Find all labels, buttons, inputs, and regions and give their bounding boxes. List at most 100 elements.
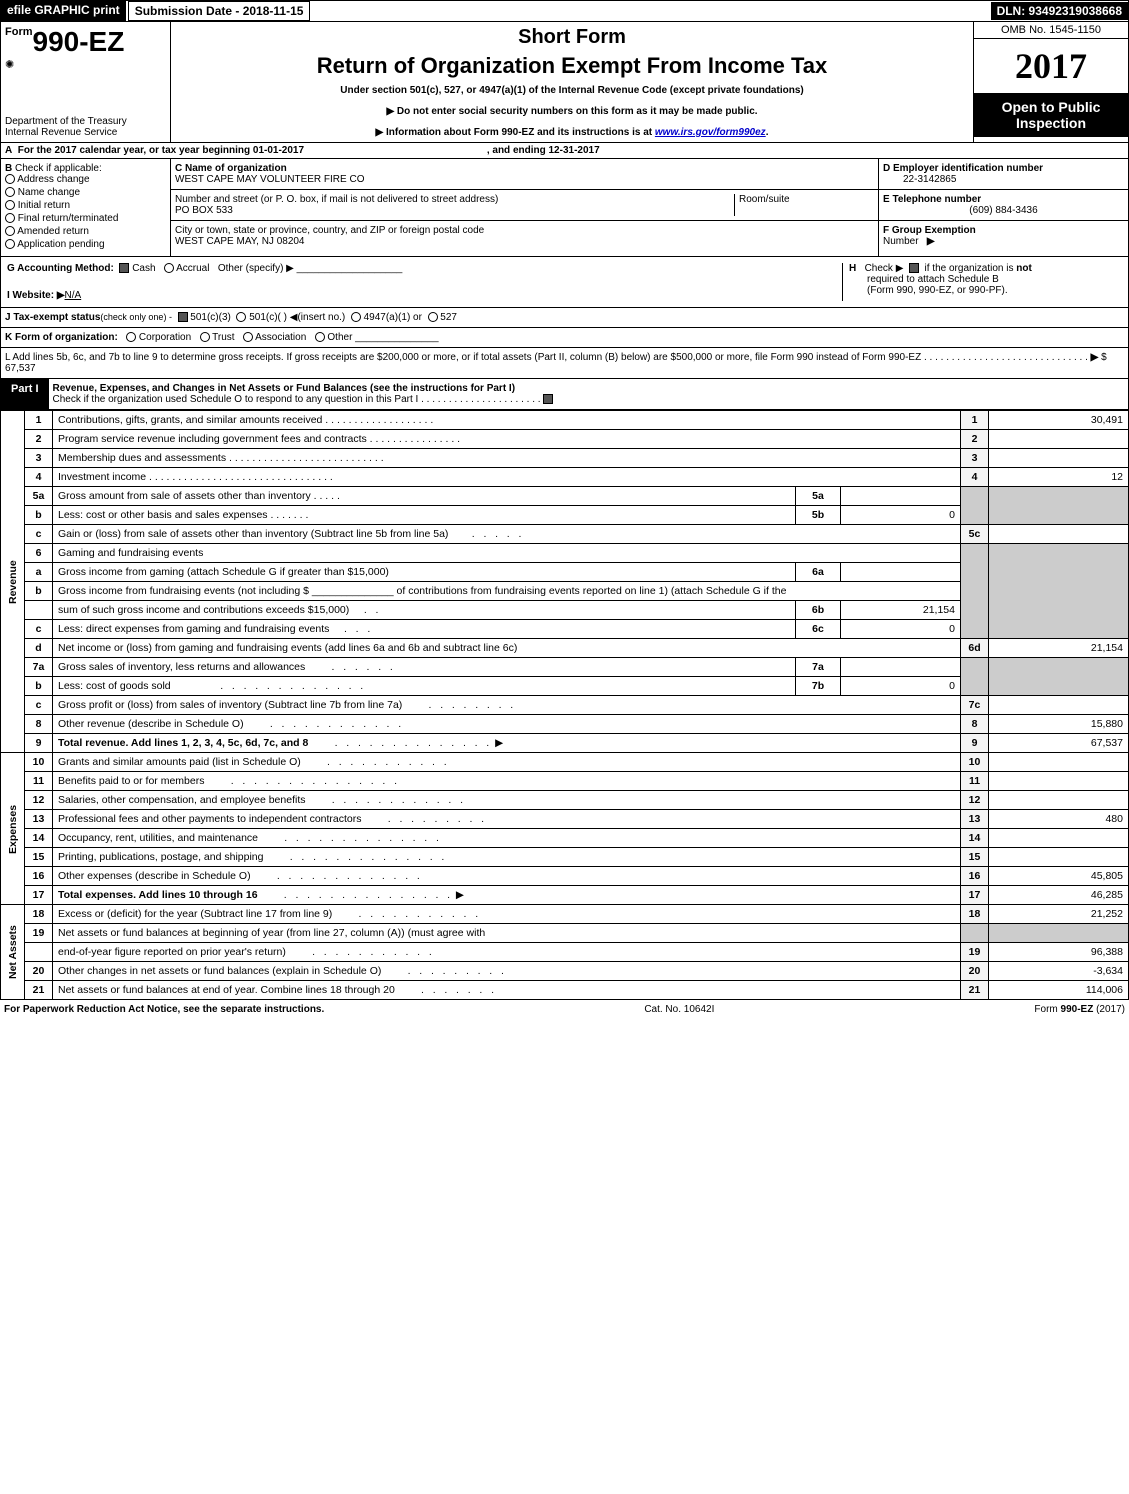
line-3: 3 Membership dues and assessments . . . …: [1, 449, 1129, 468]
f-label: F Group Exemption: [883, 225, 976, 236]
line-5a: 5a Gross amount from sale of assets othe…: [1, 487, 1129, 506]
line-6: 6 Gaming and fundraising events: [1, 544, 1129, 563]
part1-title-text: Revenue, Expenses, and Changes in Net As…: [53, 383, 516, 394]
dept-line1: Department of the Treasury: [5, 116, 166, 127]
sidebar-revenue: Revenue: [1, 411, 25, 753]
instruction-ssn: ▶ Do not enter social security numbers o…: [175, 106, 969, 117]
line-5b: b Less: cost or other basis and sales ex…: [1, 506, 1129, 525]
title-column: Short Form Return of Organization Exempt…: [171, 22, 973, 142]
i-val: N/A: [65, 290, 82, 301]
f-label2: Number: [883, 236, 919, 247]
addr-label: Number and street (or P. O. box, if mail…: [175, 194, 498, 205]
radio-icon[interactable]: [5, 200, 15, 210]
radio-icon[interactable]: [5, 187, 15, 197]
b-label: B: [5, 163, 12, 174]
irs-seal-icon: ✺: [5, 58, 166, 71]
radio-other[interactable]: [315, 332, 325, 342]
grey-box: [989, 544, 1129, 639]
radio-icon[interactable]: [5, 226, 15, 236]
line-10: Expenses 10 Grants and similar amounts p…: [1, 753, 1129, 772]
footer-left: For Paperwork Reduction Act Notice, see …: [4, 1004, 324, 1015]
h-text2: if the organization is: [925, 263, 1014, 274]
line-8: 8 Other revenue (describe in Schedule O)…: [1, 715, 1129, 734]
l-arrow: ▶: [1091, 352, 1099, 363]
form-number: Form990-EZ: [5, 26, 166, 58]
line-16: 16 Other expenses (describe in Schedule …: [1, 867, 1129, 886]
cb-501c3[interactable]: [178, 312, 188, 322]
h-text4: (Form 990, 990-EZ, or 990-PF).: [867, 285, 1008, 296]
checkbox-schedule-o[interactable]: [543, 394, 553, 404]
radio-accrual[interactable]: [164, 263, 174, 273]
grey-box: [961, 924, 989, 943]
radio-icon[interactable]: [5, 239, 15, 249]
row-d-ein: D Employer identification number 22-3142…: [879, 159, 1128, 190]
radio-corp[interactable]: [126, 332, 136, 342]
line-13: 13 Professional fees and other payments …: [1, 810, 1129, 829]
opt-amended-return[interactable]: Amended return: [5, 226, 166, 237]
line-6c: c Less: direct expenses from gaming and …: [1, 620, 1129, 639]
radio-icon[interactable]: [5, 174, 15, 184]
addr-val: PO BOX 533: [175, 205, 233, 216]
opt-address-change[interactable]: Address change: [5, 174, 166, 185]
row-e-phone: E Telephone number (609) 884-3436: [879, 190, 1128, 221]
row-c-name: C Name of organization WEST CAPE MAY VOL…: [171, 159, 878, 190]
line-14: 14 Occupancy, rent, utilities, and maint…: [1, 829, 1129, 848]
footer-right: Form 990-EZ (2017): [1034, 1004, 1125, 1015]
line-6a: a Gross income from gaming (attach Sched…: [1, 563, 1129, 582]
page-footer: For Paperwork Reduction Act Notice, see …: [0, 1000, 1129, 1019]
radio-assoc[interactable]: [243, 332, 253, 342]
row-j: J Tax-exempt status(check only one) - 50…: [0, 308, 1129, 328]
radio-trust[interactable]: [200, 332, 210, 342]
d-val: 22-3142865: [903, 174, 956, 185]
radio-527[interactable]: [428, 312, 438, 322]
form-prefix: Form: [5, 26, 33, 38]
opt-name-change[interactable]: Name change: [5, 187, 166, 198]
line-5c: c Gain or (loss) from sale of assets oth…: [1, 525, 1129, 544]
line-20: 20 Other changes in net assets or fund b…: [1, 962, 1129, 981]
instr2-link[interactable]: www.irs.gov/form990ez: [655, 127, 766, 138]
e-label: E Telephone number: [883, 194, 981, 205]
under-section: Under section 501(c), 527, or 4947(a)(1)…: [175, 85, 969, 96]
a-label: A: [5, 145, 12, 156]
return-title: Return of Organization Exempt From Incom…: [175, 53, 969, 79]
efile-button[interactable]: efile GRAPHIC print: [1, 1, 126, 21]
part1-label: Part I: [1, 379, 49, 409]
g-accounting: G Accounting Method: Cash Accrual Other …: [7, 263, 836, 274]
form-number-column: Form990-EZ ✺ Department of the Treasury …: [1, 22, 171, 142]
radio-501c[interactable]: [236, 312, 246, 322]
c-label: C Name of organization: [175, 163, 287, 174]
line-1: Revenue 1 Contributions, gifts, grants, …: [1, 411, 1129, 430]
room-suite: Room/suite: [734, 194, 874, 216]
opt-application-pending[interactable]: Application pending: [5, 239, 166, 250]
opt-final-return[interactable]: Final return/terminated: [5, 213, 166, 224]
a-text-pre: For the 2017 calendar year, or tax year …: [18, 145, 304, 156]
checkbox-cash[interactable]: [119, 263, 129, 273]
l-text: L Add lines 5b, 6c, and 7b to line 9 to …: [5, 352, 921, 363]
footer-mid: Cat. No. 10642I: [644, 1004, 714, 1015]
instr2-pre: ▶ Information about Form 990-EZ and its …: [376, 127, 655, 138]
line-7c: c Gross profit or (loss) from sales of i…: [1, 696, 1129, 715]
org-info: C Name of organization WEST CAPE MAY VOL…: [171, 159, 878, 256]
line-12: 12 Salaries, other compensation, and emp…: [1, 791, 1129, 810]
checkbox-h[interactable]: [909, 263, 919, 273]
row-l: L Add lines 5b, 6c, and 7b to line 9 to …: [0, 348, 1129, 379]
row-address: Number and street (or P. O. box, if mail…: [171, 190, 878, 221]
line-6b: b Gross income from fundraising events (…: [1, 582, 1129, 601]
city-val: WEST CAPE MAY, NJ 08204: [175, 236, 305, 247]
section-b: B Check if applicable: Address change Na…: [0, 159, 1129, 257]
radio-4947[interactable]: [351, 312, 361, 322]
header: Form990-EZ ✺ Department of the Treasury …: [0, 22, 1129, 143]
part1-header: Part I Revenue, Expenses, and Changes in…: [0, 379, 1129, 410]
e-val: (609) 884-3436: [883, 205, 1124, 216]
dept-info: Department of the Treasury Internal Reve…: [5, 116, 166, 138]
line-6b2: sum of such gross income and contributio…: [1, 601, 1129, 620]
grey-box: [961, 658, 989, 696]
radio-icon[interactable]: [5, 213, 15, 223]
submission-date: Submission Date - 2018-11-15: [128, 1, 311, 21]
city-label: City or town, state or province, country…: [175, 225, 484, 236]
a-text-post: , and ending 12-31-2017: [487, 145, 600, 156]
opt-initial-return[interactable]: Initial return: [5, 200, 166, 211]
line-4: 4 Investment income . . . . . . . . . . …: [1, 468, 1129, 487]
open-line2: Inspection: [980, 115, 1122, 131]
line-6d: d Net income or (loss) from gaming and f…: [1, 639, 1129, 658]
